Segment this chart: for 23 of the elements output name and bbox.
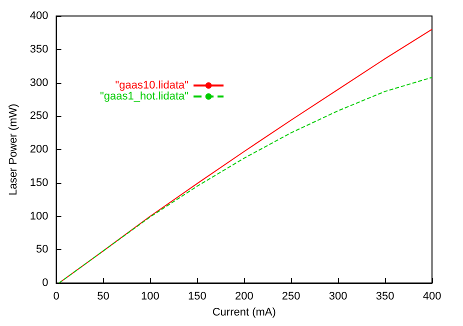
y-axis-title: Laser Power (mW) [8, 104, 20, 196]
x-tick-label: 250 [282, 290, 300, 302]
x-tick-label: 350 [376, 290, 394, 302]
y-tick-label: 150 [30, 176, 48, 189]
y-tick-label: 50 [36, 244, 48, 256]
x-axis-title: Current (mA) [212, 306, 276, 318]
line-series [58, 76, 432, 284]
x-tick-label: 200 [234, 290, 254, 302]
x-tick-label: 50 [97, 290, 110, 302]
y-tick-label: 300 [30, 76, 48, 89]
y-tick-label: 0 [42, 277, 48, 289]
y-tick-label: 100 [30, 210, 48, 222]
y-tick-label: 200 [30, 144, 48, 156]
x-tick-label: 100 [141, 290, 160, 302]
y-tick-label: 400 [30, 10, 48, 22]
y-tick-label: 250 [30, 110, 48, 122]
x-tick-label: 0 [53, 290, 60, 302]
x-tick-label: 400 [422, 290, 442, 302]
legend-label: "gaas1_hot.lidata" [100, 90, 189, 102]
x-tick-label: 300 [328, 290, 348, 302]
x-tick-label: 150 [188, 290, 206, 302]
legend-label: "gaas10.lidata" [115, 80, 189, 92]
y-tick-label: 350 [30, 43, 48, 56]
